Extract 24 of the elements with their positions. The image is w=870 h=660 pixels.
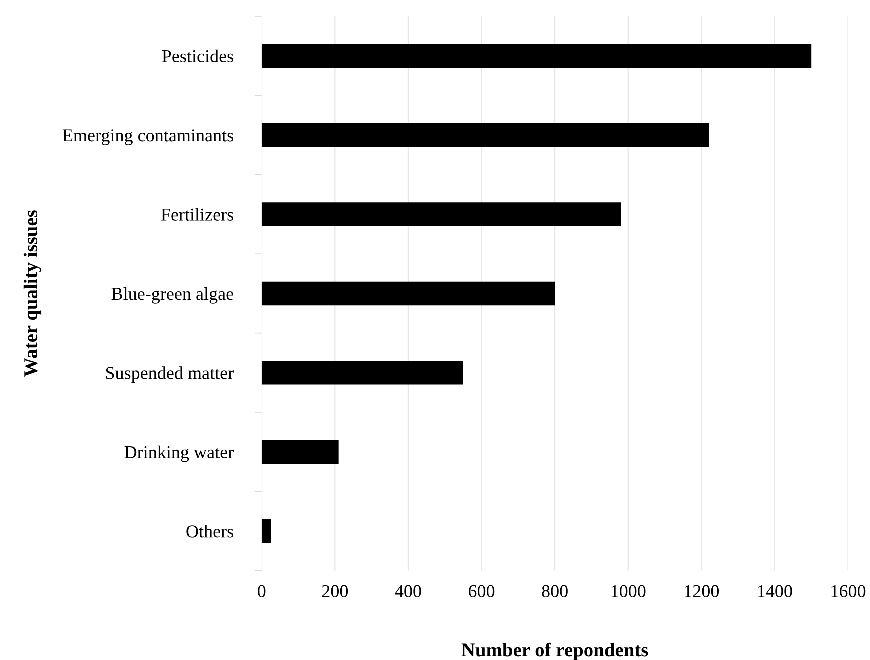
bar [262, 440, 339, 464]
x-tick-label: 1600 [832, 585, 866, 598]
y-tick-label: Drinking water [124, 446, 234, 462]
y-tick-label: Pesticides [162, 50, 234, 63]
x-tick-label: 800 [542, 585, 568, 598]
bar [262, 44, 812, 68]
bar [262, 123, 709, 148]
y-tick-label: Fertilizers [161, 208, 234, 221]
y-tick-label: Others [186, 525, 234, 538]
y-tick-label: Blue-green algae [112, 287, 234, 304]
x-tick-label: 200 [322, 585, 348, 598]
x-tick-label: 1000 [612, 585, 646, 598]
bar [262, 361, 464, 385]
bar [262, 282, 556, 306]
x-tick-label: 400 [395, 585, 422, 598]
x-tick-label: 0 [258, 585, 266, 598]
bar [262, 202, 622, 226]
y-tick-label: Emerging contaminants [62, 130, 234, 146]
x-tick-label: 1400 [758, 585, 792, 598]
x-tick-label: 1200 [685, 585, 720, 598]
y-tick-label: Suspended matter [106, 366, 234, 384]
y-axis-title: Water quality issues [24, 210, 42, 377]
bar [262, 519, 272, 544]
x-tick-label: 600 [468, 585, 495, 598]
